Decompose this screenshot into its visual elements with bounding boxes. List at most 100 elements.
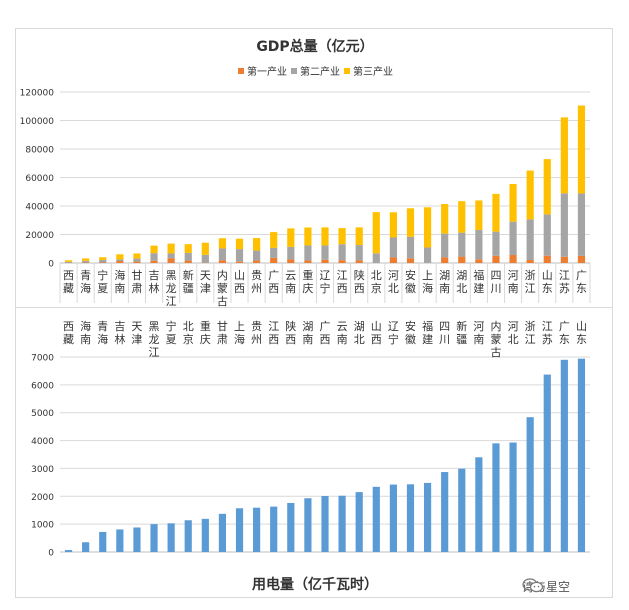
electricity-bar-1 <box>64 550 73 552</box>
x-tick-label: 海 <box>80 281 91 295</box>
x-tick-label: 东 <box>542 282 553 295</box>
x-tick-label: 江 <box>337 269 348 282</box>
x-tick-label: 南 <box>508 282 519 295</box>
x-tick-label: 云 <box>285 269 296 282</box>
x-tick-label: 湖 <box>302 320 313 333</box>
gdp-bar-2 <box>201 254 209 263</box>
x-tick-label: 南 <box>473 333 484 346</box>
gdp-bar-1 <box>167 258 175 263</box>
legend-item-secondary: 第二产业 <box>291 63 340 78</box>
x-tick-label: 江 <box>525 282 536 295</box>
gdp-bar-2 <box>321 245 329 260</box>
gdp-bar-2 <box>441 233 449 258</box>
x-tick-label: 青 <box>97 320 108 333</box>
gdp-bar-3 <box>355 227 363 246</box>
x-tick-label: 陕 <box>354 268 365 282</box>
x-tick-label: 津 <box>131 333 142 346</box>
electricity-bar-1 <box>133 527 141 552</box>
x-tick-label: 北 <box>354 333 365 346</box>
gdp-bar-2 <box>492 231 500 256</box>
gdp-bar-1 <box>560 256 568 263</box>
gdp-bar-1 <box>116 261 124 263</box>
gdp-bar-1 <box>304 260 312 263</box>
gdp-bar-2 <box>253 250 261 261</box>
y-tick-label: 1000 <box>31 521 54 531</box>
gdp-bar-3 <box>321 227 329 246</box>
x-tick-label: 江 <box>268 320 279 333</box>
gdp-bar-3 <box>372 212 380 254</box>
electricity-chart-title: 用电量（亿千瓦时） <box>252 577 378 593</box>
y-tick-label: 0 <box>48 549 54 559</box>
x-tick-label: 贵 <box>251 320 262 333</box>
gdp-bar-3 <box>423 207 432 248</box>
gdp-bar-3 <box>543 159 551 215</box>
x-tick-label: 浙 <box>525 320 536 333</box>
x-tick-label: 东 <box>559 333 570 346</box>
x-tick-label: 疆 <box>456 333 467 346</box>
x-tick-label: 徽 <box>405 332 416 346</box>
x-tick-label: 江 <box>149 346 160 359</box>
gdp-bar-1 <box>441 257 449 263</box>
electricity-bar-1 <box>577 358 586 552</box>
y-tick-label: 4000 <box>31 437 54 447</box>
x-tick-label: 浙 <box>525 269 536 282</box>
electricity-bar-1 <box>150 524 158 552</box>
electricity-bar-1 <box>560 359 568 552</box>
x-tick-label: 广 <box>320 320 331 333</box>
x-tick-label: 南 <box>80 333 91 346</box>
x-tick-label: 京 <box>183 332 194 346</box>
gdp-bar-1 <box>287 259 295 263</box>
y-tick-label: 40000 <box>25 203 54 213</box>
x-tick-label: 夏 <box>97 282 108 295</box>
gdp-bar-3 <box>526 170 534 220</box>
x-tick-label: 江 <box>525 333 536 346</box>
x-tick-label: 建 <box>473 281 484 295</box>
legend-item-tertiary: 第三产业 <box>344 63 393 78</box>
x-tick-label: 湖 <box>439 269 450 282</box>
electricity-bar-1 <box>270 506 278 552</box>
x-tick-label: 川 <box>439 333 450 346</box>
x-tick-label: 南 <box>114 282 125 295</box>
x-tick-label: 河 <box>473 320 484 333</box>
x-tick-label: 河 <box>508 320 519 333</box>
x-tick-label: 徽 <box>405 281 416 295</box>
x-tick-label: 古 <box>217 295 228 308</box>
gdp-bar-1 <box>218 260 227 263</box>
x-tick-label: 海 <box>422 281 433 295</box>
gdp-bar-3 <box>150 245 158 254</box>
gdp-bar-1 <box>150 260 158 263</box>
x-tick-label: 吉 <box>114 320 125 333</box>
gdp-bar-1 <box>526 260 534 263</box>
x-tick-label: 肃 <box>217 333 228 346</box>
x-tick-label: 广 <box>559 320 570 333</box>
electricity-bar-1 <box>321 496 329 552</box>
gdp-bar-3 <box>406 208 415 237</box>
x-tick-label: 州 <box>251 282 262 295</box>
gdp-bar-2 <box>458 232 466 257</box>
x-tick-label: 广 <box>268 269 279 282</box>
gdp-bar-2 <box>64 261 73 263</box>
electricity-bar-1 <box>423 482 432 552</box>
electricity-bar-1 <box>372 486 380 552</box>
x-tick-label: 上 <box>234 320 245 333</box>
x-tick-label: 东 <box>576 282 587 295</box>
y-tick-label: 3000 <box>31 465 54 475</box>
gdp-bar-3 <box>82 258 90 261</box>
x-tick-label: 建 <box>422 332 433 346</box>
x-tick-label: 北 <box>371 269 382 282</box>
x-tick-label: 西 <box>234 282 245 295</box>
gdp-bar-2 <box>475 229 483 260</box>
gdp-bar-1 <box>475 259 483 263</box>
electricity-bar-1 <box>406 484 415 552</box>
x-tick-label: 辽 <box>388 320 399 333</box>
x-tick-label: 宁 <box>166 319 177 333</box>
gdp-bar-2 <box>560 193 568 257</box>
x-tick-label: 湖 <box>354 320 365 333</box>
legend-label-tertiary: 第三产业 <box>353 67 393 78</box>
gdp-bar-1 <box>133 261 141 263</box>
x-tick-label: 黑 <box>149 320 160 333</box>
x-tick-label: 西 <box>371 333 382 346</box>
gdp-bar-1 <box>270 257 278 263</box>
y-tick-label: 2000 <box>31 493 54 503</box>
gdp-bar-3 <box>116 254 124 260</box>
